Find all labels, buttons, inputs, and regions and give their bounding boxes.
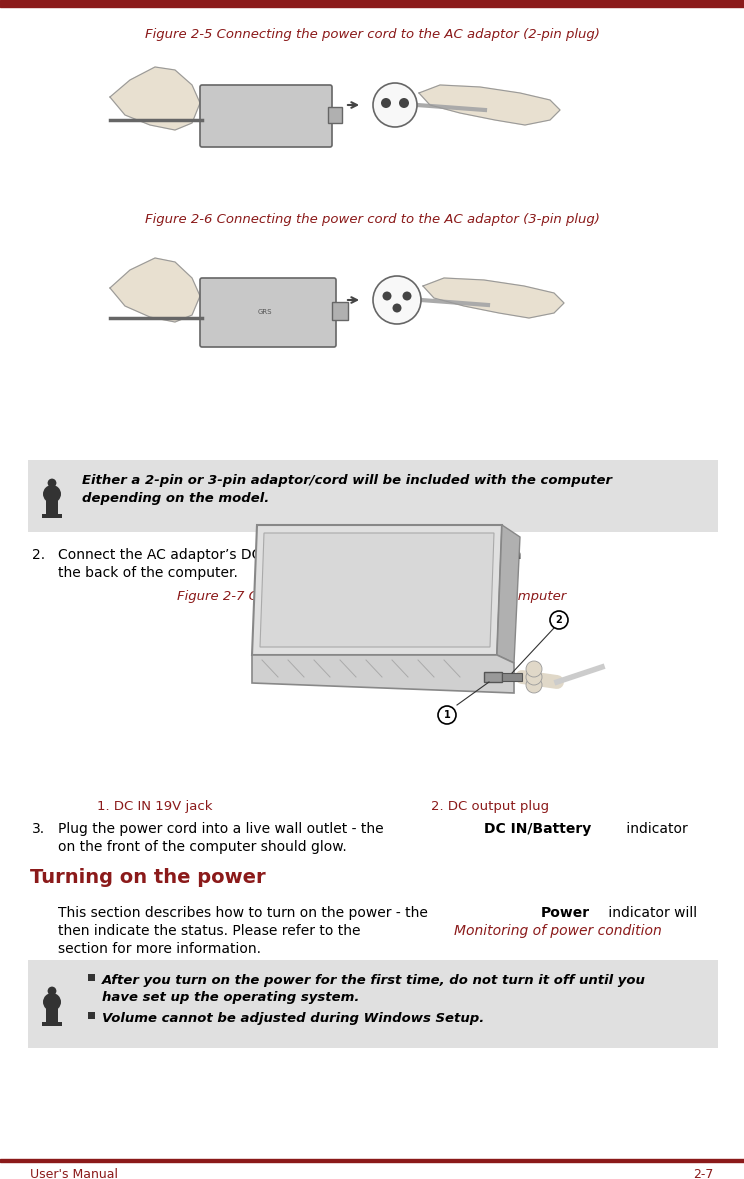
Text: have set up the operating system.: have set up the operating system. bbox=[102, 992, 359, 1005]
Text: 2.: 2. bbox=[32, 548, 45, 562]
Text: section for more information.: section for more information. bbox=[58, 942, 261, 956]
Bar bbox=[88, 1012, 95, 1019]
Circle shape bbox=[438, 706, 456, 724]
Polygon shape bbox=[497, 525, 520, 663]
Text: Volume cannot be adjusted during Windows Setup.: Volume cannot be adjusted during Windows… bbox=[102, 1012, 484, 1025]
Text: This section describes how to turn on the power - the: This section describes how to turn on th… bbox=[58, 905, 432, 920]
Text: Either a 2-pin or 3-pin adaptor/cord will be included with the computer: Either a 2-pin or 3-pin adaptor/cord wil… bbox=[82, 474, 612, 487]
Bar bbox=[484, 672, 502, 681]
Text: 2: 2 bbox=[556, 615, 562, 625]
Bar bbox=[88, 974, 95, 981]
Bar bbox=[42, 514, 62, 518]
Circle shape bbox=[48, 987, 57, 995]
Circle shape bbox=[373, 276, 421, 324]
Circle shape bbox=[399, 98, 409, 108]
Bar bbox=[328, 107, 342, 123]
Bar bbox=[332, 302, 348, 320]
Text: indicator: indicator bbox=[622, 822, 688, 836]
Circle shape bbox=[393, 303, 402, 312]
Text: GRS: GRS bbox=[257, 309, 272, 315]
Text: Turning on the power: Turning on the power bbox=[30, 868, 266, 887]
FancyBboxPatch shape bbox=[200, 278, 336, 347]
Text: Figure 2-6 Connecting the power cord to the AC adaptor (3-pin plug): Figure 2-6 Connecting the power cord to … bbox=[144, 213, 600, 226]
Text: Figure 2-7 Connecting the DC output plug to the computer: Figure 2-7 Connecting the DC output plug… bbox=[177, 590, 567, 602]
Polygon shape bbox=[110, 67, 200, 130]
Circle shape bbox=[43, 993, 61, 1012]
Text: the back of the computer.: the back of the computer. bbox=[58, 566, 238, 580]
Bar bbox=[502, 673, 522, 681]
Polygon shape bbox=[260, 533, 494, 647]
FancyBboxPatch shape bbox=[200, 85, 332, 147]
Text: indicator will: indicator will bbox=[604, 905, 697, 920]
Circle shape bbox=[403, 291, 411, 301]
Circle shape bbox=[373, 83, 417, 127]
Text: Plug the power cord into a live wall outlet - the: Plug the power cord into a live wall out… bbox=[58, 822, 388, 836]
Circle shape bbox=[43, 485, 61, 503]
Text: 1. DC IN 19V jack: 1. DC IN 19V jack bbox=[97, 801, 213, 814]
Polygon shape bbox=[419, 85, 560, 125]
Polygon shape bbox=[110, 258, 200, 322]
Polygon shape bbox=[423, 278, 564, 318]
Text: then indicate the status. Please refer to the: then indicate the status. Please refer t… bbox=[58, 924, 365, 938]
Text: 3.: 3. bbox=[32, 822, 45, 836]
Polygon shape bbox=[252, 525, 502, 656]
Bar bbox=[46, 498, 57, 516]
Circle shape bbox=[526, 661, 542, 677]
Text: depending on the model.: depending on the model. bbox=[82, 492, 269, 505]
Text: 2-7: 2-7 bbox=[693, 1168, 714, 1179]
Text: After you turn on the power for the first time, do not turn it off until you: After you turn on the power for the firs… bbox=[102, 974, 646, 987]
Bar bbox=[28, 960, 718, 1048]
Text: Power: Power bbox=[541, 905, 590, 920]
Polygon shape bbox=[252, 656, 514, 693]
Circle shape bbox=[381, 98, 391, 108]
Circle shape bbox=[382, 291, 391, 301]
Text: DC IN/Battery: DC IN/Battery bbox=[484, 822, 591, 836]
Circle shape bbox=[526, 668, 542, 685]
Circle shape bbox=[526, 677, 542, 693]
Bar bbox=[0, 0, 744, 7]
Bar bbox=[0, 1159, 744, 1162]
Text: Connect the AC adaptor’s DC output plug to the DC IN 19V jack on: Connect the AC adaptor’s DC output plug … bbox=[58, 548, 522, 562]
Text: User's Manual: User's Manual bbox=[30, 1168, 118, 1179]
Bar bbox=[28, 460, 718, 532]
Circle shape bbox=[550, 611, 568, 630]
Circle shape bbox=[48, 479, 57, 487]
Text: on the front of the computer should glow.: on the front of the computer should glow… bbox=[58, 839, 347, 854]
Text: Figure 2-5 Connecting the power cord to the AC adaptor (2-pin plug): Figure 2-5 Connecting the power cord to … bbox=[144, 28, 600, 41]
Bar bbox=[46, 1006, 57, 1025]
Text: Monitoring of power condition: Monitoring of power condition bbox=[454, 924, 661, 938]
Text: 2. DC output plug: 2. DC output plug bbox=[431, 801, 549, 814]
Text: 1: 1 bbox=[443, 710, 450, 720]
Bar bbox=[42, 1022, 62, 1026]
